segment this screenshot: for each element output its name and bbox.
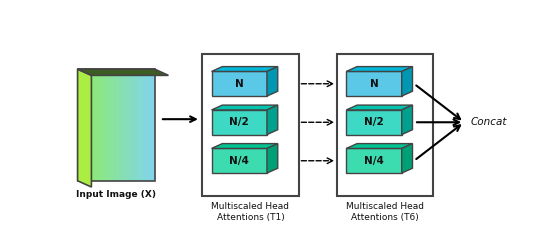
Polygon shape — [346, 72, 402, 96]
Text: Input Image (X): Input Image (X) — [76, 190, 156, 199]
Text: N/2: N/2 — [230, 117, 249, 127]
Polygon shape — [346, 105, 413, 110]
Polygon shape — [346, 148, 402, 173]
Text: N: N — [370, 79, 379, 89]
Polygon shape — [101, 69, 104, 181]
Polygon shape — [80, 69, 83, 181]
Polygon shape — [212, 72, 267, 96]
Polygon shape — [119, 69, 122, 181]
Polygon shape — [137, 69, 140, 181]
Polygon shape — [402, 143, 413, 173]
Polygon shape — [144, 69, 148, 181]
Polygon shape — [103, 69, 106, 181]
Polygon shape — [346, 110, 402, 135]
Polygon shape — [109, 69, 111, 181]
Polygon shape — [152, 69, 155, 181]
Text: N/4: N/4 — [364, 156, 384, 166]
Polygon shape — [132, 69, 135, 181]
Text: N: N — [235, 79, 244, 89]
Polygon shape — [129, 69, 132, 181]
Text: Concat: Concat — [470, 117, 507, 127]
Polygon shape — [88, 69, 91, 181]
Polygon shape — [116, 69, 119, 181]
Polygon shape — [202, 54, 298, 196]
Polygon shape — [77, 69, 81, 181]
Polygon shape — [402, 105, 413, 135]
Polygon shape — [346, 67, 413, 72]
Polygon shape — [267, 67, 278, 96]
Polygon shape — [212, 105, 278, 110]
Polygon shape — [212, 67, 278, 72]
Polygon shape — [212, 143, 278, 148]
Polygon shape — [98, 69, 101, 181]
Text: Multiscaled Head
Attentions (T1): Multiscaled Head Attentions (T1) — [212, 202, 290, 222]
Polygon shape — [212, 148, 267, 173]
Polygon shape — [150, 69, 153, 181]
Polygon shape — [127, 69, 130, 181]
Polygon shape — [402, 67, 413, 96]
Polygon shape — [139, 69, 142, 181]
Polygon shape — [77, 69, 169, 75]
Polygon shape — [267, 105, 278, 135]
Polygon shape — [212, 110, 267, 135]
Polygon shape — [90, 69, 94, 181]
Text: N/2: N/2 — [364, 117, 384, 127]
Polygon shape — [337, 54, 433, 196]
Text: N/4: N/4 — [230, 156, 249, 166]
Polygon shape — [111, 69, 114, 181]
Polygon shape — [96, 69, 99, 181]
Polygon shape — [106, 69, 109, 181]
Polygon shape — [147, 69, 150, 181]
Polygon shape — [121, 69, 124, 181]
Text: Multiscaled Head
Attentions (T6): Multiscaled Head Attentions (T6) — [346, 202, 424, 222]
Polygon shape — [85, 69, 88, 181]
Polygon shape — [134, 69, 137, 181]
Polygon shape — [93, 69, 96, 181]
Polygon shape — [124, 69, 127, 181]
Polygon shape — [346, 143, 413, 148]
Polygon shape — [77, 69, 91, 187]
Polygon shape — [114, 69, 117, 181]
Polygon shape — [142, 69, 145, 181]
Polygon shape — [267, 143, 278, 173]
Polygon shape — [83, 69, 86, 181]
